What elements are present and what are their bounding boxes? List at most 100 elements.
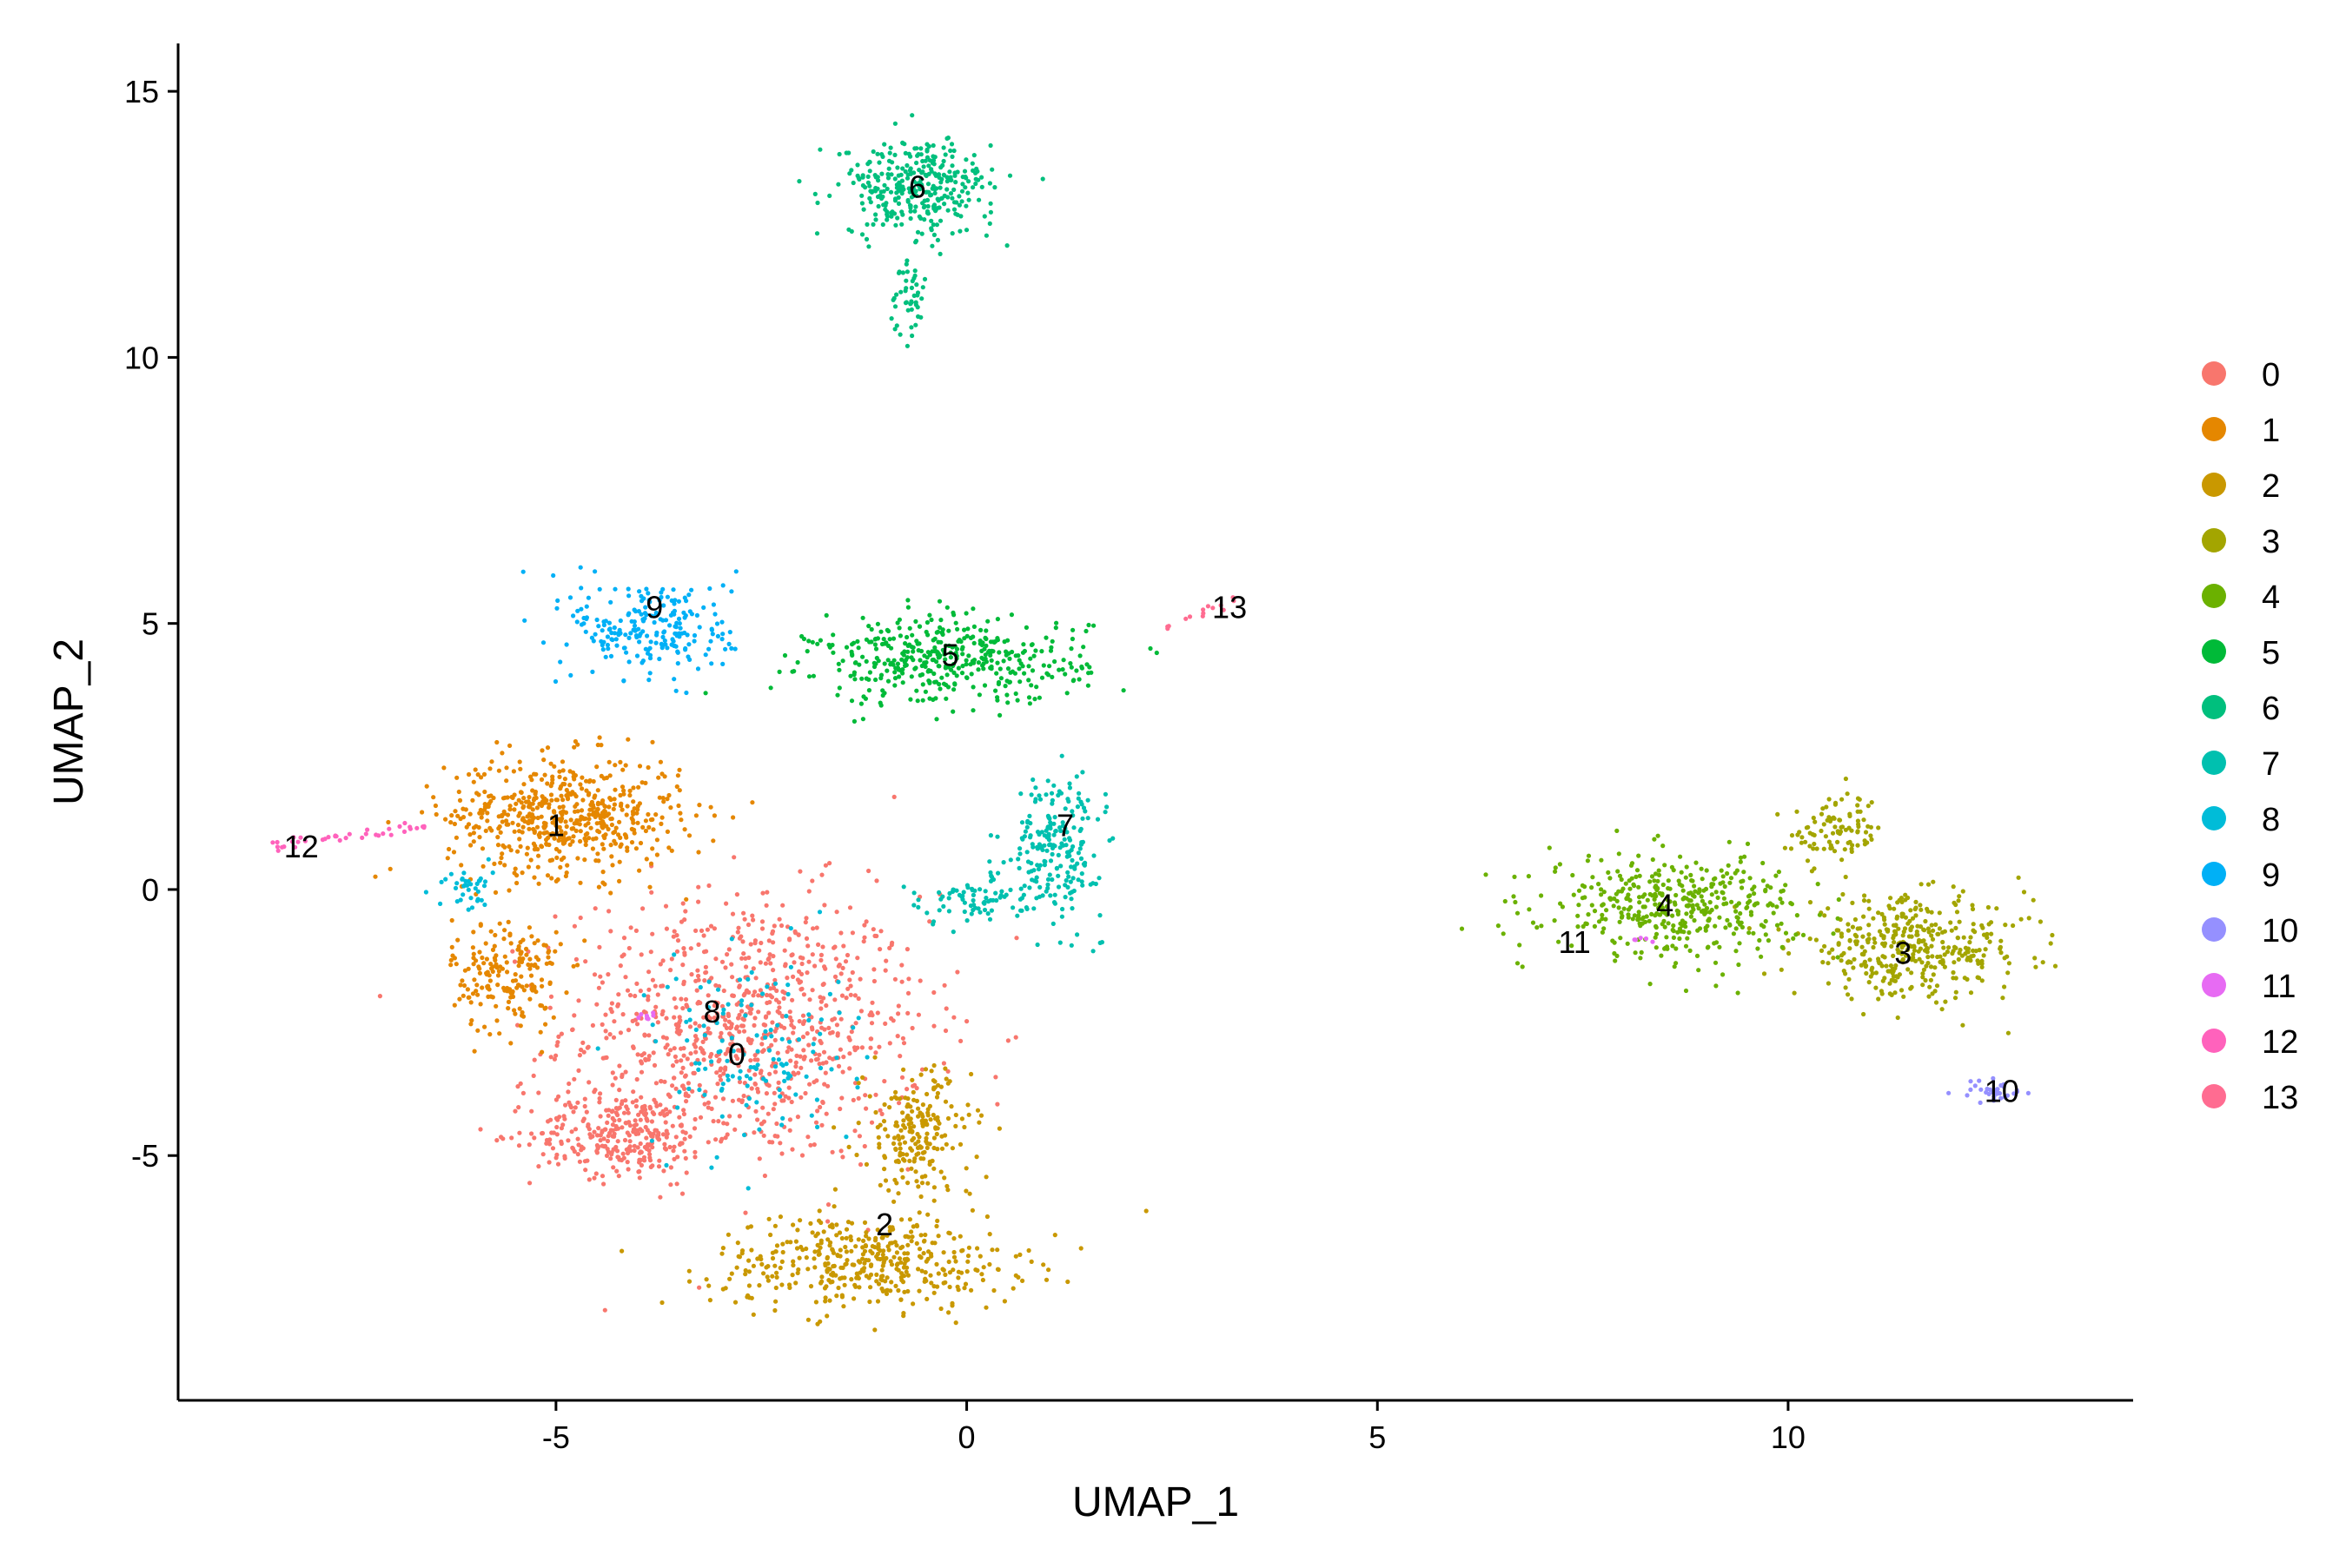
data-point xyxy=(774,1270,779,1275)
data-point xyxy=(611,806,616,811)
data-point xyxy=(780,989,785,995)
data-point xyxy=(658,1102,663,1108)
data-point xyxy=(885,186,890,191)
data-point xyxy=(1673,961,1679,966)
data-point xyxy=(1600,912,1605,917)
data-point xyxy=(720,661,726,667)
data-point xyxy=(900,1280,906,1285)
data-point xyxy=(847,1051,852,1056)
data-point xyxy=(582,1096,587,1102)
data-point xyxy=(1673,892,1679,898)
data-point xyxy=(598,1091,603,1096)
data-point xyxy=(1682,895,1687,900)
data-point xyxy=(900,680,905,685)
data-point xyxy=(1021,892,1026,897)
data-point xyxy=(892,152,898,157)
data-point xyxy=(494,963,499,969)
data-point xyxy=(991,1287,997,1293)
data-point xyxy=(635,820,640,825)
data-point xyxy=(815,641,820,646)
data-point xyxy=(1075,804,1080,810)
data-point xyxy=(771,940,776,945)
data-point xyxy=(1797,830,1802,835)
data-point xyxy=(627,1123,633,1128)
data-point xyxy=(789,1047,794,1052)
data-point xyxy=(571,963,576,969)
data-point xyxy=(578,565,583,570)
data-point xyxy=(747,1295,752,1300)
data-point xyxy=(608,653,614,659)
data-point xyxy=(1059,841,1064,846)
data-point xyxy=(1054,620,1059,625)
data-point xyxy=(966,1245,971,1250)
data-point xyxy=(777,1005,782,1010)
data-point xyxy=(1934,983,1940,989)
data-point xyxy=(860,717,866,722)
data-point xyxy=(516,813,521,818)
data-point xyxy=(799,633,805,639)
data-point xyxy=(866,688,872,693)
data-point xyxy=(565,863,570,868)
data-point xyxy=(573,828,579,834)
data-point xyxy=(919,1174,924,1180)
data-point xyxy=(766,938,772,943)
data-point xyxy=(1726,863,1731,868)
data-point xyxy=(1070,906,1075,911)
data-point xyxy=(804,1246,809,1252)
data-point xyxy=(954,653,959,658)
data-point xyxy=(1539,923,1544,929)
data-point xyxy=(924,1296,930,1301)
data-point xyxy=(773,1285,779,1291)
data-point xyxy=(1044,671,1050,676)
data-point xyxy=(694,612,700,619)
data-point xyxy=(995,1102,1000,1107)
data-point xyxy=(899,222,905,227)
data-point xyxy=(606,811,612,817)
data-point xyxy=(918,1110,923,1115)
data-point xyxy=(630,1100,635,1105)
data-point xyxy=(967,1191,972,1196)
data-point xyxy=(915,153,920,158)
data-point xyxy=(1925,882,1932,887)
data-point xyxy=(564,793,569,798)
data-point xyxy=(838,1247,843,1253)
data-point xyxy=(645,1118,650,1123)
data-point xyxy=(664,1035,669,1041)
data-point xyxy=(897,1256,903,1261)
data-point xyxy=(910,1025,915,1031)
data-point xyxy=(701,1015,706,1020)
data-point xyxy=(832,1125,837,1130)
data-point xyxy=(737,1012,742,1018)
data-point xyxy=(962,900,967,905)
data-point xyxy=(682,1086,687,1091)
data-point xyxy=(750,913,755,918)
data-point xyxy=(989,658,994,663)
data-point xyxy=(1060,906,1065,912)
data-point xyxy=(1029,683,1034,688)
data-point xyxy=(892,196,898,202)
data-point xyxy=(832,997,838,1002)
data-point xyxy=(477,835,482,840)
data-point xyxy=(886,166,891,171)
data-point xyxy=(996,870,1001,876)
data-point xyxy=(1946,945,1952,950)
data-point xyxy=(817,1208,822,1214)
data-point xyxy=(899,1168,905,1173)
data-point xyxy=(560,812,565,817)
data-point xyxy=(475,1028,480,1033)
data-point xyxy=(937,682,942,687)
data-point xyxy=(1037,894,1043,899)
data-point xyxy=(698,1000,703,1006)
data-point xyxy=(1746,930,1752,936)
data-point xyxy=(1726,839,1732,844)
data-point xyxy=(1054,866,1059,871)
data-point xyxy=(1069,847,1074,853)
data-point xyxy=(897,269,902,275)
data-point xyxy=(739,1248,746,1254)
data-point xyxy=(936,655,941,660)
data-point xyxy=(779,1151,785,1156)
data-point xyxy=(1831,956,1836,961)
data-point xyxy=(608,890,613,896)
data-point xyxy=(1590,875,1595,880)
data-point xyxy=(543,1005,548,1010)
